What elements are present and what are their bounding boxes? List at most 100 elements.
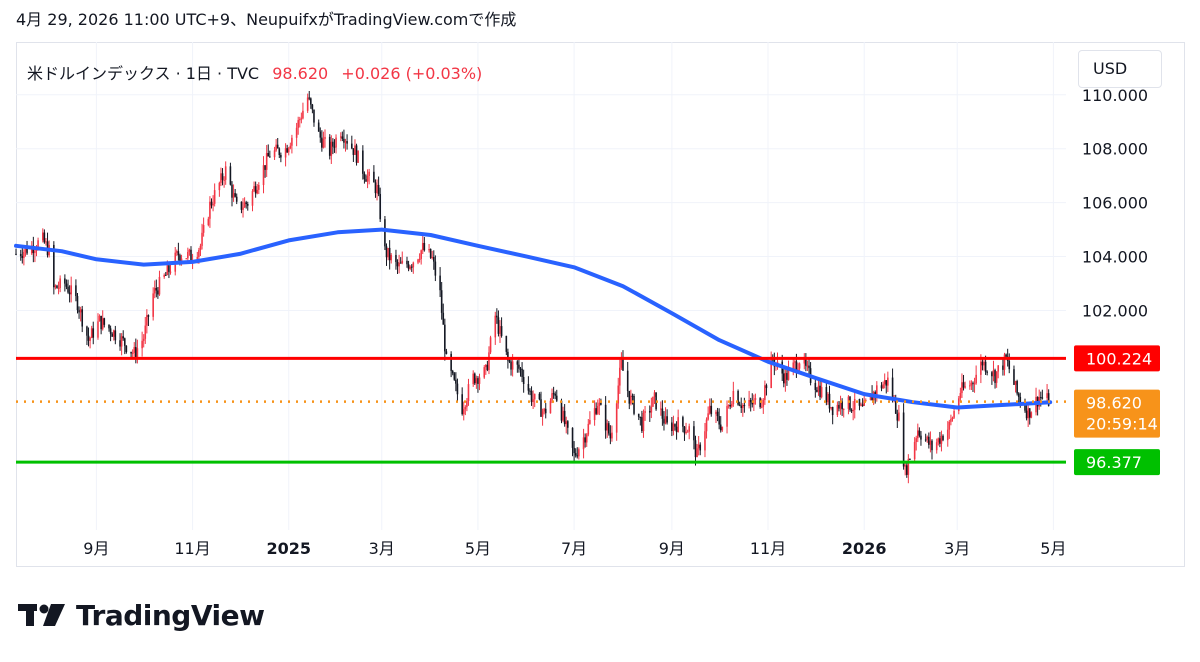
candle-body (269, 156, 271, 158)
candle-body (984, 361, 987, 372)
time-tick-label: 9月 (83, 539, 109, 558)
candle-body (595, 408, 597, 414)
candle-body (644, 411, 646, 413)
candle-body (1005, 354, 1007, 357)
candle-body (76, 296, 79, 311)
price-change: +0.026 (+0.03%) (341, 64, 483, 83)
candle-body (302, 110, 304, 119)
candle-body (478, 377, 481, 384)
candle-body (499, 326, 501, 334)
candle-body (939, 438, 941, 444)
candle-body (202, 225, 205, 233)
candle-body (880, 385, 883, 389)
candle-body (59, 278, 61, 289)
candle-body (611, 432, 613, 439)
candle-body (543, 408, 545, 412)
candle-body (573, 447, 575, 454)
candle-body (806, 365, 809, 367)
chart-caption: 4月 29, 2026 11:00 UTC+9、NeupuifxがTrading… (16, 10, 517, 29)
candle-body (798, 363, 801, 369)
candle-body (1003, 354, 1006, 370)
candle-body (946, 429, 949, 441)
candle-body (904, 465, 906, 467)
candle-body (297, 120, 300, 128)
candle-body (732, 390, 735, 405)
candle-body (224, 166, 227, 180)
candle-body (661, 408, 664, 419)
candle-body (240, 201, 243, 210)
candle-body (485, 364, 487, 368)
candle-body (483, 367, 486, 378)
candle-body (836, 404, 839, 416)
candle-body (918, 430, 921, 436)
candle-body (973, 383, 976, 385)
candle-body (286, 148, 288, 153)
time-tick-label: 7月 (561, 539, 587, 558)
candle-body (98, 315, 101, 322)
candle-body (246, 204, 249, 206)
candle-body (935, 442, 938, 451)
candle-body (786, 373, 788, 380)
candle-body (917, 430, 919, 439)
candle-body (295, 127, 298, 138)
candle-body (396, 262, 399, 267)
candle-body (1039, 397, 1042, 399)
candle-body (34, 251, 36, 254)
currency-button[interactable]: USD (1078, 50, 1162, 88)
candle-body (142, 338, 145, 341)
candle-body (89, 337, 91, 341)
candle-body (940, 435, 943, 444)
candle-body (306, 97, 309, 111)
candle-body (362, 150, 364, 174)
candle-body (742, 405, 744, 408)
candle-body (715, 411, 717, 415)
candle-body (511, 361, 514, 370)
candle-body (453, 373, 456, 380)
candle-body (628, 390, 631, 404)
candle-body (604, 404, 607, 431)
candle-body (163, 274, 165, 277)
candle-body (1041, 397, 1044, 399)
candle-body (81, 309, 84, 327)
candle-body (43, 232, 46, 243)
candle-body (187, 251, 189, 259)
time-tick-label: 11月 (750, 539, 786, 558)
price-tick-label: 102.000 (1082, 301, 1148, 320)
candle-body (287, 148, 290, 153)
candle-body (749, 400, 752, 403)
candle-body (606, 423, 609, 431)
candle-body (677, 417, 679, 433)
candle-body (841, 401, 843, 410)
candle-body (265, 153, 268, 170)
candle-body (686, 431, 689, 433)
candle-body (357, 150, 359, 163)
candle-body (1025, 410, 1028, 419)
candle-body (842, 408, 845, 410)
candle-body (609, 433, 612, 439)
candle-body (994, 370, 996, 383)
candle-body (817, 385, 820, 392)
candle-body (363, 173, 366, 180)
candle-body (666, 416, 668, 423)
candle-body (975, 374, 977, 384)
price-label-box (1074, 345, 1160, 372)
symbol-legend: 米ドルインデックス · 1日 · TVC 98.620 +0.026 (+0.0… (27, 60, 482, 84)
candle-body (42, 232, 44, 241)
candle-body (218, 182, 221, 191)
candle-body (894, 398, 897, 414)
candle-body (276, 144, 279, 149)
candle-body (351, 143, 353, 149)
candle-body (861, 404, 864, 406)
candle-body (122, 336, 125, 339)
candle-body (330, 141, 333, 156)
candle-body (123, 338, 126, 346)
candle-body (112, 330, 115, 337)
price-label-text: 96.377 (1086, 453, 1142, 472)
candle-body (79, 309, 82, 313)
candle-body (146, 315, 148, 326)
candle-body (1047, 393, 1050, 406)
candle-body (75, 285, 77, 297)
candle-body (26, 247, 28, 254)
candle-body (251, 191, 254, 206)
